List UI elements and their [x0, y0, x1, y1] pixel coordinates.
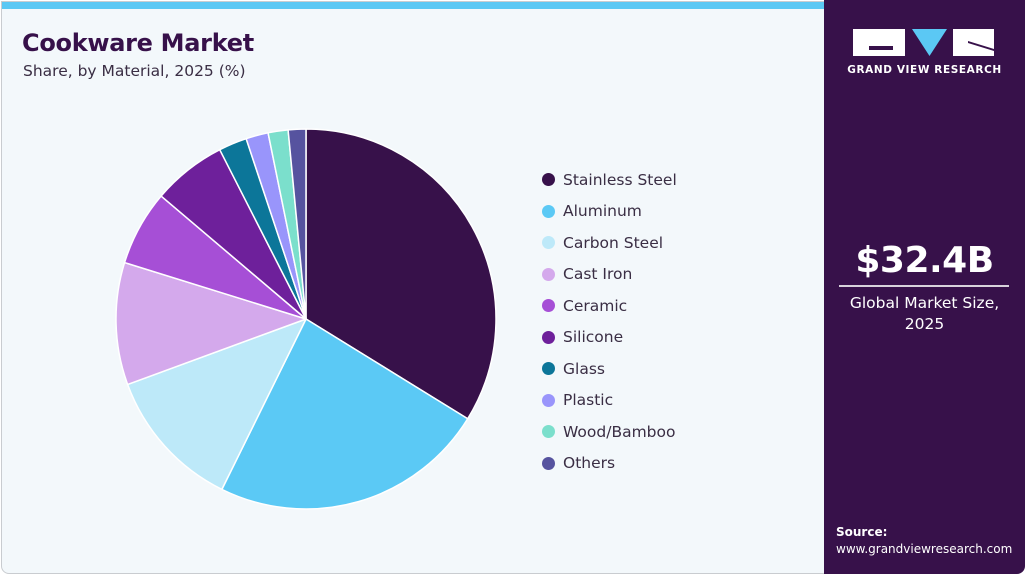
legend-dot-icon	[542, 393, 555, 407]
legend-item: Others	[542, 448, 677, 480]
market-size-label-line1: Global Market Size,	[849, 294, 1000, 312]
divider	[839, 285, 1009, 287]
legend-dot-icon	[542, 173, 555, 187]
legend-label: Cast Iron	[563, 265, 633, 284]
legend-label: Carbon Steel	[563, 233, 664, 252]
legend-dot-icon	[542, 299, 555, 313]
legend-label: Plastic	[563, 391, 614, 410]
legend-label: Silicone	[563, 328, 624, 347]
legend-item: Carbon Steel	[542, 227, 677, 259]
legend-dot-icon	[542, 204, 555, 218]
chart-legend: Stainless Steel Aluminum Carbon Steel Cast …	[542, 164, 677, 479]
legend-item: Aluminum	[542, 196, 677, 228]
legend-dot-icon	[542, 330, 555, 344]
legend-item: Silicone	[542, 322, 677, 354]
legend-label: Stainless Steel	[563, 170, 677, 189]
chart-panel: Cookware Market Share, by Material, 2025…	[1, 1, 831, 574]
legend-label: Others	[563, 454, 616, 473]
legend-item: Wood/Bamboo	[542, 416, 677, 448]
legend-label: Aluminum	[563, 202, 642, 221]
market-size-label-line2: 2025	[904, 315, 945, 333]
pie-chart	[115, 128, 497, 510]
pie-slice-carbon-steel	[126, 318, 307, 491]
chart-subtitle: Share, by Material, 2025 (%)	[23, 62, 246, 80]
legend-dot-icon	[542, 236, 555, 250]
side-panel: GRAND VIEW RESEARCH $32.4B Global Market…	[824, 0, 1025, 574]
pie-slice-stainless-steel	[305, 128, 497, 420]
legend-dot-icon	[542, 456, 555, 470]
chart-title: Cookware Market	[22, 29, 254, 57]
legend-dot-icon	[542, 425, 555, 439]
gvr-logo-icon	[853, 29, 994, 56]
source-link[interactable]: www.grandviewresearch.com	[836, 542, 1013, 556]
market-size-value: $32.4B	[855, 240, 994, 281]
legend-label: Wood/Bamboo	[563, 422, 676, 441]
source-label: Source:	[836, 525, 888, 539]
legend-label: Ceramic	[563, 296, 628, 315]
legend-item: Glass	[542, 353, 677, 385]
legend-dot-icon	[542, 362, 555, 376]
legend-item: Plastic	[542, 385, 677, 417]
legend-item: Stainless Steel	[542, 164, 677, 196]
pie-slice-others	[287, 128, 307, 320]
brand-name: GRAND VIEW RESEARCH	[847, 64, 1002, 76]
legend-item: Cast Iron	[542, 259, 677, 291]
accent-bar	[2, 2, 830, 9]
legend-label: Glass	[563, 359, 605, 378]
legend-dot-icon	[542, 267, 555, 281]
market-size-label: Global Market Size, 2025	[824, 293, 1025, 335]
pie-slice-cast-iron	[115, 261, 307, 386]
legend-item: Ceramic	[542, 290, 677, 322]
